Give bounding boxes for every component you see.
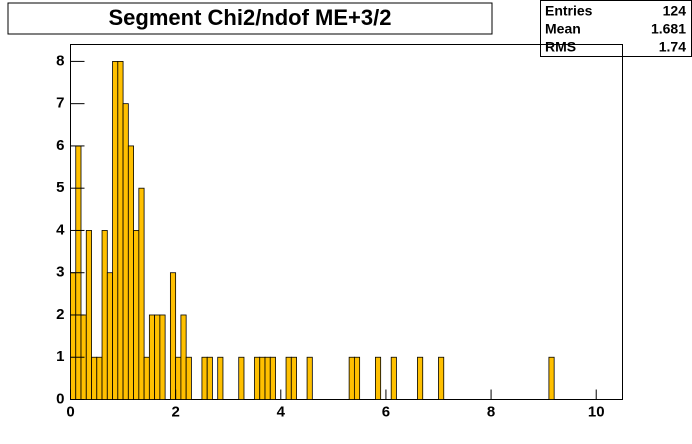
x-tick-label: 4 <box>277 403 286 420</box>
y-tick-label: 6 <box>56 137 64 154</box>
x-tick-label: 0 <box>66 403 74 420</box>
histogram-bar <box>264 356 271 400</box>
histogram-bar <box>112 61 119 400</box>
y-tick-label: 5 <box>56 179 64 196</box>
histogram-bar <box>201 356 208 400</box>
histogram-bar <box>154 314 161 400</box>
y-tick-label: 8 <box>56 52 64 69</box>
histogram-bar <box>417 356 424 400</box>
histogram-bar <box>138 187 145 400</box>
histogram-bar <box>217 356 224 400</box>
histogram-bar <box>159 314 166 400</box>
stats-label: Entries <box>545 3 593 19</box>
y-tick-label: 1 <box>56 348 64 365</box>
histogram-bar <box>375 356 382 400</box>
histogram-bar <box>238 356 245 400</box>
histogram-bar <box>133 230 140 400</box>
histogram-bar <box>254 356 261 400</box>
histogram-bar <box>259 356 266 400</box>
y-tick-label: 4 <box>56 221 65 238</box>
stats-value: 124 <box>663 3 687 19</box>
histogram-bar <box>85 230 92 400</box>
x-tick-label: 10 <box>588 403 605 420</box>
histogram-bar <box>70 272 77 400</box>
y-tick-label: 0 <box>56 390 64 407</box>
stats-label: Mean <box>545 21 581 37</box>
histogram-bar <box>117 61 124 400</box>
y-tick-label: 2 <box>56 306 64 323</box>
chart-title: Segment Chi2/ndof ME+3/2 <box>109 5 392 30</box>
stats-value: 1.681 <box>651 21 686 37</box>
histogram-bar <box>269 356 276 400</box>
title-box <box>7 2 493 35</box>
histogram-bar <box>185 356 192 400</box>
x-tick-label: 2 <box>171 403 179 420</box>
plot-frame <box>70 44 623 400</box>
histogram-bar <box>290 356 297 400</box>
stats-label: RMS <box>545 39 576 55</box>
histogram-bar <box>96 356 103 400</box>
histogram-bar <box>148 314 156 400</box>
histogram-bar <box>438 356 445 400</box>
histogram-bar <box>548 356 555 400</box>
y-tick-label: 3 <box>56 264 64 281</box>
histogram-bar <box>390 356 397 400</box>
histogram-bar <box>175 356 182 400</box>
histogram-bar <box>169 272 177 400</box>
histogram-bar <box>101 230 108 400</box>
histogram-bar <box>348 356 355 400</box>
histogram-bar <box>106 272 113 400</box>
y-tick-label: 7 <box>56 95 64 112</box>
histogram-bar <box>122 103 129 400</box>
x-tick-label: 6 <box>382 403 390 420</box>
histogram-bar <box>180 314 187 400</box>
stats-value: 1.74 <box>659 39 686 55</box>
histogram-bar <box>127 145 134 400</box>
histogram-bar <box>143 356 150 400</box>
histogram-bar <box>306 356 313 400</box>
histogram-bar <box>285 356 292 400</box>
x-tick-label: 8 <box>487 403 495 420</box>
stats-box <box>540 0 692 57</box>
histogram-bar <box>206 356 213 400</box>
histogram-bar <box>353 356 361 400</box>
histogram-bar <box>91 356 98 400</box>
